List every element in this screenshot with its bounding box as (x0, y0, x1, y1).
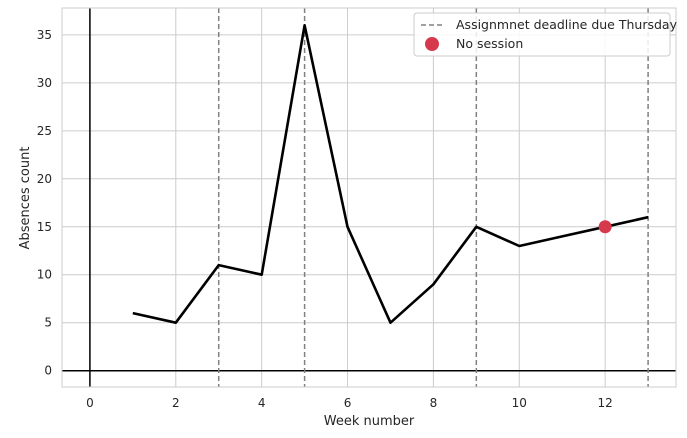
x-tick-label: 2 (172, 396, 180, 410)
y-tick-label: 0 (44, 364, 52, 378)
y-axis-label: Absences count (18, 147, 33, 250)
x-tick-label: 12 (598, 396, 613, 410)
y-tick-label: 35 (37, 28, 52, 42)
reference-lines (62, 8, 676, 387)
y-tick-label: 25 (37, 124, 52, 138)
x-tick-labels: 0 2 4 6 8 10 12 (86, 396, 613, 410)
x-tick-label: 8 (430, 396, 438, 410)
x-axis-label: Week number (324, 414, 415, 429)
grid-lines (62, 8, 676, 387)
plot-frame (61, 7, 677, 388)
x-tick-label: 4 (258, 396, 266, 410)
y-tick-label: 5 (44, 316, 52, 330)
x-tick-label: 6 (344, 396, 352, 410)
no-session-points (598, 220, 612, 234)
y-tick-label: 15 (37, 220, 52, 234)
deadline-lines (217, 8, 649, 387)
absences-line (132, 23, 649, 325)
x-tick-label: 10 (512, 396, 527, 410)
legend: Assignmnet deadline due Thursday No sess… (413, 12, 678, 57)
y-tick-label: 30 (37, 76, 52, 90)
legend-deadline-label: Assignmnet deadline due Thursday (456, 17, 678, 32)
legend-no-session-swatch (425, 37, 439, 51)
legend-box (413, 12, 671, 57)
no-session-point (598, 220, 612, 234)
y-tick-label: 10 (37, 268, 52, 282)
y-tick-label: 20 (37, 172, 52, 186)
x-tick-label: 0 (86, 396, 94, 410)
legend-no-session-label: No session (456, 36, 523, 51)
plot-background (62, 8, 676, 387)
series-layer (132, 23, 649, 325)
y-tick-labels: 0 5 10 15 20 25 30 35 (37, 28, 52, 378)
